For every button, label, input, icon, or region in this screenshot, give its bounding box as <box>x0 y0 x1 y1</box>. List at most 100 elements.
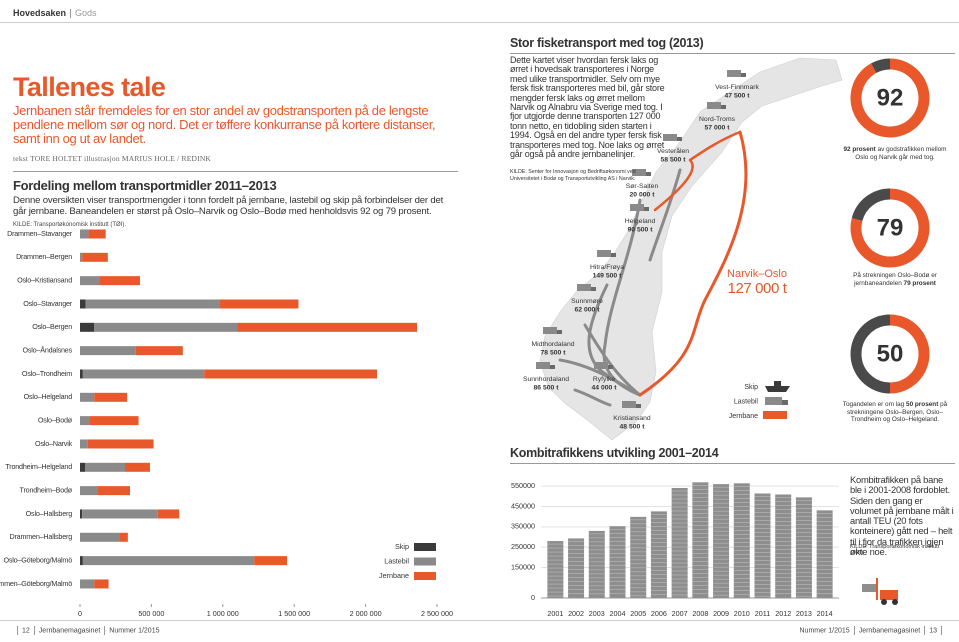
forklift-body <box>880 590 898 600</box>
y-tick-label: Drammen–Bergen <box>16 252 72 261</box>
bar <box>609 526 626 598</box>
place-name: Helgeland <box>625 218 656 225</box>
place-name: Ryfylke <box>593 376 616 383</box>
donut-label: 92 <box>877 84 904 111</box>
donut-label: 79 <box>877 214 904 241</box>
place-name: Nord-Troms <box>699 116 736 123</box>
y-tick-label: Oslo–Helgeland <box>24 392 73 401</box>
bar-segment <box>119 532 128 542</box>
bar-segment <box>80 346 136 356</box>
map-legend-icons <box>763 381 790 419</box>
legend-label: Skip <box>395 542 409 551</box>
subsection: Gods <box>75 8 97 18</box>
bar-segment <box>85 299 220 309</box>
bar-segment <box>80 579 95 589</box>
y-tick-label: Oslo–Kristiansand <box>17 276 72 285</box>
truck-icon <box>594 362 608 369</box>
donut-rest <box>850 314 891 394</box>
forklift-wheel <box>881 599 887 605</box>
train-icon <box>763 411 787 419</box>
caption-part: På strekningen Oslo–Bodø er jernbaneande… <box>853 272 937 287</box>
rail-feeder <box>653 130 742 212</box>
bar <box>630 516 647 598</box>
forklift-mast <box>876 578 878 600</box>
donut-label: 50 <box>877 340 904 367</box>
truck-cab <box>636 404 641 408</box>
y-tick-label: 0 <box>531 593 535 602</box>
bar-segment <box>80 439 88 449</box>
caption-part: på strekningene Oslo–Bergen, Oslo–Trondh… <box>847 401 948 423</box>
bar <box>775 494 792 598</box>
x-tick-label: 2002 <box>568 609 584 618</box>
bar-segment <box>82 369 205 379</box>
fish-route <box>573 388 612 407</box>
truck-cab <box>741 73 746 77</box>
x-tick-label: 2001 <box>547 609 563 618</box>
place-name: Sunnmøre <box>571 298 603 305</box>
rule <box>0 620 959 621</box>
caption-part: 92 prosent <box>843 146 876 153</box>
truck-icon <box>663 134 677 141</box>
lead: Jernbanen står fremdeles for en stor and… <box>13 103 436 146</box>
bar <box>795 497 812 598</box>
truck-icon <box>536 362 550 369</box>
truck-icon <box>543 327 557 334</box>
chart-title: Kombitrafikkens utvikling 2001–2014 <box>510 446 955 464</box>
x-tick-label: 2005 <box>630 609 646 618</box>
bar-segment <box>80 392 95 402</box>
truck-cab <box>721 105 726 109</box>
rail-amount: 127 000 t <box>728 280 788 297</box>
place-amount: 47 500 t <box>725 92 751 99</box>
bar <box>692 482 709 598</box>
place-name: Kristiansand <box>613 415 651 422</box>
y-tick-label: Oslo–Trondheim <box>22 369 72 378</box>
bar-segment <box>82 556 255 566</box>
fish-route <box>583 323 642 397</box>
legend-label: Lastebil <box>384 556 409 565</box>
bar-segment <box>237 322 418 332</box>
truck-cab <box>608 365 613 369</box>
place-amount: 58 500 t <box>661 156 687 163</box>
bar-segment <box>94 392 128 402</box>
bar-segment <box>84 462 125 472</box>
donut-rest <box>851 188 891 222</box>
bar-segment <box>80 229 89 239</box>
bar-segment <box>254 556 288 566</box>
x-tick-label: 2 000 000 <box>350 609 382 618</box>
donut-value <box>850 58 930 138</box>
footer-left: 12 Jernbanemagasinet Nummer 1/2015 <box>13 626 160 635</box>
bar-segment <box>89 416 139 426</box>
place-amount: 48 500 t <box>620 423 646 430</box>
y-tick-label: Oslo–Göteborg/Malmö <box>3 556 72 565</box>
place-name: Sunnhordaland <box>523 376 569 383</box>
truck-icon <box>727 70 741 77</box>
bar <box>754 493 771 598</box>
map-base <box>539 57 843 441</box>
rule <box>0 22 959 23</box>
y-tick-label: Oslo–Hallsberg <box>26 509 73 518</box>
legend-label: Lastebil <box>734 398 759 405</box>
donut-value <box>850 188 930 268</box>
magazine: Jernbanemagasinet <box>858 627 921 635</box>
rail-route <box>638 130 748 397</box>
legend-swatch <box>414 543 436 551</box>
place-amount: 78 500 t <box>541 349 567 356</box>
chart-title: Fordeling mellom transportmidler 2011–20… <box>13 178 277 193</box>
y-tick-label: Oslo–Narvik <box>35 439 73 448</box>
truck-icon <box>765 397 782 405</box>
place-name: Sør-Salten <box>626 183 659 190</box>
donut-caption: På strekningen Oslo–Bodø er jernbaneande… <box>842 272 948 287</box>
x-tick-label: 2003 <box>589 609 605 618</box>
page-header: Hovedsaken Gods <box>13 8 97 19</box>
ship-icon <box>765 386 790 392</box>
y-tick-label: 150000 <box>511 562 535 571</box>
x-tick-label: 500 000 <box>138 609 164 618</box>
x-tick-label: 2004 <box>610 609 626 618</box>
x-tick-label: 2007 <box>672 609 688 618</box>
truck-icon <box>622 401 636 408</box>
bar <box>650 511 667 598</box>
truck-cab <box>557 330 562 334</box>
bar-segment <box>80 276 100 286</box>
